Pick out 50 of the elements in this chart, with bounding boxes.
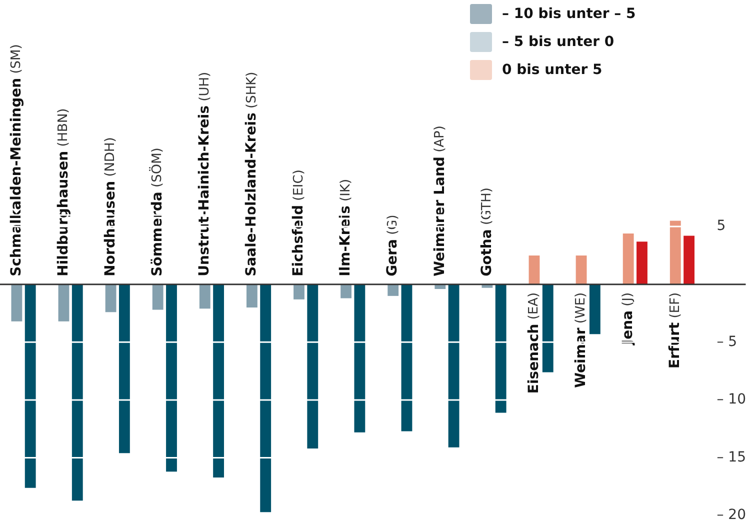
x-tick-label: Weimarer Land (AP) [432,126,448,276]
bar [199,284,210,309]
bar [528,255,540,284]
bar [636,242,648,284]
bar [448,284,460,448]
bar [576,255,587,284]
bar [24,284,36,488]
y-tick-label: – 10 [716,392,746,408]
text: – 5 bis unter 0 [502,34,614,50]
bar [213,284,224,478]
x-tick-label: Schmalkalden-Meiningen (SM) [8,44,24,276]
bar [246,284,258,308]
x-tick-label: Eichsfeld (EIC) [290,170,307,276]
text: 0 bis unter 5 [502,62,602,78]
x-tick-label: Saale-Holzland-Kreis (SHK) [244,72,260,276]
bar [388,284,399,296]
x-tick-label: Gotha (GTH) [478,188,495,276]
x-tick-label: Unstrut-Hainich-Kreis (UH) [196,72,213,276]
bar [542,284,554,372]
bar [294,284,304,300]
x-tick-label: Sömmerda (SÖM) [149,148,166,276]
bar [495,284,506,413]
x-tick-label: Ilm-Kreis (IK) [338,178,354,276]
bar [105,284,116,312]
bar [354,284,366,432]
x-tick-label: Hildburghausen (HBN) [55,108,72,276]
y-tick-label: – 15 [716,449,746,466]
bar [589,284,600,334]
bar [118,284,130,454]
bar [152,284,164,310]
bar [340,284,352,298]
bar [260,284,272,512]
bar [11,284,22,322]
bar [622,234,634,284]
x-tick-label: Erfurt (EF) [667,292,684,368]
text: – 10 bis unter – 5 [502,6,636,22]
bar [684,236,694,284]
bar [72,284,83,501]
bar [166,284,177,472]
x-tick-label: Gera (G) [384,214,401,276]
bar [401,284,412,432]
y-tick-label: – 5 [716,334,738,350]
bar [307,284,318,449]
x-tick-label: Eisenach (EA) [526,292,542,394]
y-tick-label: – 20 [716,507,746,524]
x-tick-label: Nordhausen (NDH) [102,137,118,276]
bar [58,284,70,322]
x-tick-label: Weimar (WE) [572,292,589,388]
y-tick-label: 5 [716,218,726,234]
bar [670,220,681,284]
